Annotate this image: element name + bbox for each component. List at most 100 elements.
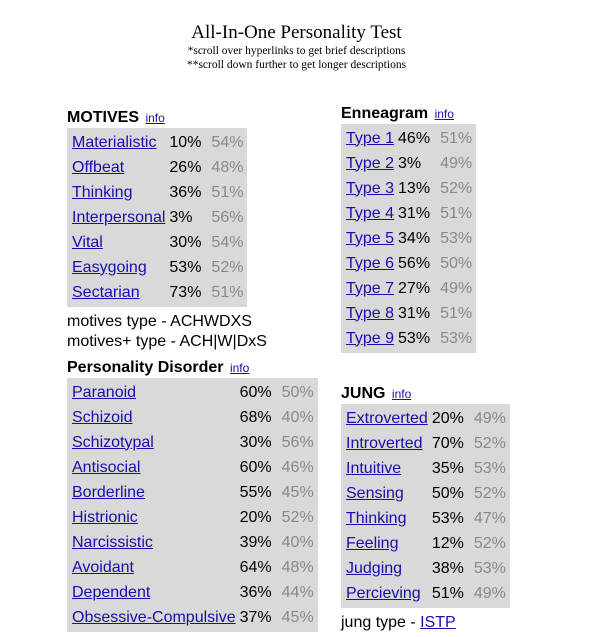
enneagram-average-score: 51% [440, 129, 473, 147]
disorder-label-cell: Obsessive-Compulsive [72, 605, 236, 630]
motives-average-score: 52% [211, 258, 244, 276]
disorder-user-score: 37% [239, 608, 272, 626]
disorder-trait-link[interactable]: Schizotypal [72, 433, 154, 451]
motives-info-link[interactable]: info [145, 111, 165, 125]
motives-label-cell: Vital [72, 230, 165, 255]
motives-plus-type: motives+ type - ACH|W|DxS [67, 333, 267, 350]
disorder-panel: Paranoid 60% 50% Schizoid 68% 40% Schizotypal 3… [67, 378, 318, 632]
jung-type-link[interactable]: ISTP [420, 614, 456, 631]
enneagram-average-score: 50% [440, 254, 473, 272]
disorder-row: Obsessive-Compulsive 37% 45% [72, 605, 314, 630]
disorder-row: Narcissistic 39% 40% [72, 530, 314, 555]
jung-trait-link[interactable]: Extroverted [346, 409, 428, 427]
disorder-average-score: 48% [281, 558, 314, 576]
motives-average-score: 54% [211, 133, 244, 151]
jung-trait-link[interactable]: Intuitive [346, 459, 402, 477]
disorder-trait-link[interactable]: Avoidant [72, 558, 134, 576]
enneagram-trait-link[interactable]: Type 1 [346, 129, 395, 147]
motives-type: motives type - ACHWDXS [67, 313, 252, 330]
jung-heading: JUNG [341, 385, 386, 402]
disorder-info-link[interactable]: info [229, 361, 250, 375]
disorder-user-score: 30% [239, 433, 272, 451]
disorder-trait-link[interactable]: Borderline [72, 483, 145, 501]
disorder-row: Schizotypal 30% 56% [72, 430, 314, 455]
disorder-trait-link[interactable]: Paranoid [72, 383, 137, 401]
enneagram-average-score: 51% [440, 204, 473, 222]
jung-table: Extroverted 20% 49% Introverted 70% 52% Intuit… [346, 406, 506, 606]
jung-row: Feeling 12% 52% [346, 531, 506, 556]
disorder-header: Personality Disorder info [67, 358, 318, 378]
motives-trait-link[interactable]: Thinking [72, 183, 133, 201]
motives-trait-link[interactable]: Easygoing [72, 258, 147, 276]
enneagram-trait-link[interactable]: Type 2 [346, 154, 395, 172]
disorder-average-score: 50% [281, 383, 314, 401]
enneagram-label-cell: Type 3 [346, 176, 394, 201]
enneagram-info-link[interactable]: info [434, 107, 454, 121]
motives-heading: MOTIVES [67, 109, 140, 126]
disorder-trait-link[interactable]: Narcissistic [72, 533, 153, 551]
enneagram-label-cell: Type 5 [346, 226, 394, 251]
enneagram-average-score: 53% [440, 329, 473, 347]
enneagram-label-cell: Type 4 [346, 201, 394, 226]
motives-trait-link[interactable]: Interpersonal [72, 208, 166, 226]
enneagram-section: Enneagram info Type 1 46% 51% Type 2 3% 49% Ty… [341, 104, 477, 358]
jung-user-score: 70% [431, 434, 464, 452]
disorder-user-score: 20% [239, 508, 272, 526]
disorder-label-cell: Avoidant [72, 555, 236, 580]
jung-label-cell: Feeling [346, 531, 428, 556]
motives-trait-link[interactable]: Offbeat [72, 158, 125, 176]
disorder-row: Histrionic 20% 52% [72, 505, 314, 530]
enneagram-trait-link[interactable]: Type 4 [346, 204, 395, 222]
disorder-label-cell: Histrionic [72, 505, 236, 530]
enneagram-trait-link[interactable]: Type 6 [346, 254, 395, 272]
motives-user-score: 26% [169, 158, 202, 176]
disorder-trait-link[interactable]: Schizoid [72, 408, 133, 426]
motives-trait-link[interactable]: Sectarian [72, 283, 140, 301]
motives-label-cell: Materialistic [72, 130, 165, 155]
enneagram-trait-link[interactable]: Type 7 [346, 279, 395, 297]
enneagram-user-score: 31% [398, 304, 431, 322]
enneagram-user-score: 34% [398, 229, 431, 247]
jung-average-score: 52% [473, 534, 506, 552]
motives-trait-link[interactable]: Vital [72, 233, 103, 251]
motives-trait-link[interactable]: Materialistic [72, 133, 157, 151]
motives-user-score: 10% [169, 133, 202, 151]
disorder-user-score: 60% [239, 383, 272, 401]
disorder-trait-link[interactable]: Histrionic [72, 508, 138, 526]
jung-row: Extroverted 20% 49% [346, 406, 506, 431]
enneagram-trait-link[interactable]: Type 3 [346, 179, 395, 197]
jung-trait-link[interactable]: Introverted [346, 434, 423, 452]
jung-trait-link[interactable]: Sensing [346, 484, 404, 502]
disorder-label-cell: Paranoid [72, 380, 236, 405]
disorder-trait-link[interactable]: Obsessive-Compulsive [72, 608, 236, 626]
enneagram-trait-link[interactable]: Type 5 [346, 229, 395, 247]
disorder-row: Antisocial 60% 46% [72, 455, 314, 480]
jung-trait-link[interactable]: Judging [346, 559, 403, 577]
motives-row: Vital 30% 54% [72, 230, 243, 255]
disorder-label-cell: Schizoid [72, 405, 236, 430]
motives-average-score: 48% [211, 158, 244, 176]
disorder-label-cell: Narcissistic [72, 530, 236, 555]
enneagram-row: Type 1 46% 51% [346, 126, 472, 151]
disorder-row: Dependent 36% 44% [72, 580, 314, 605]
enneagram-average-score: 49% [440, 154, 473, 172]
jung-info-link[interactable]: info [391, 387, 412, 401]
jung-user-score: 50% [431, 484, 464, 502]
disorder-trait-link[interactable]: Antisocial [72, 458, 141, 476]
jung-trait-link[interactable]: Thinking [346, 509, 407, 527]
enneagram-trait-link[interactable]: Type 9 [346, 329, 395, 347]
enneagram-average-score: 51% [440, 304, 473, 322]
jung-user-score: 38% [431, 559, 464, 577]
jung-trait-link[interactable]: Feeling [346, 534, 399, 552]
jung-user-score: 53% [431, 509, 464, 527]
enneagram-trait-link[interactable]: Type 8 [346, 304, 395, 322]
disorder-user-score: 60% [239, 458, 272, 476]
enneagram-header: Enneagram info [341, 104, 476, 124]
jung-user-score: 20% [431, 409, 464, 427]
disorder-trait-link[interactable]: Dependent [72, 583, 151, 601]
enneagram-row: Type 9 53% 53% [346, 326, 472, 351]
jung-average-score: 47% [473, 509, 506, 527]
enneagram-label-cell: Type 8 [346, 301, 394, 326]
jung-average-score: 52% [473, 434, 506, 452]
jung-trait-link[interactable]: Percieving [346, 584, 421, 602]
